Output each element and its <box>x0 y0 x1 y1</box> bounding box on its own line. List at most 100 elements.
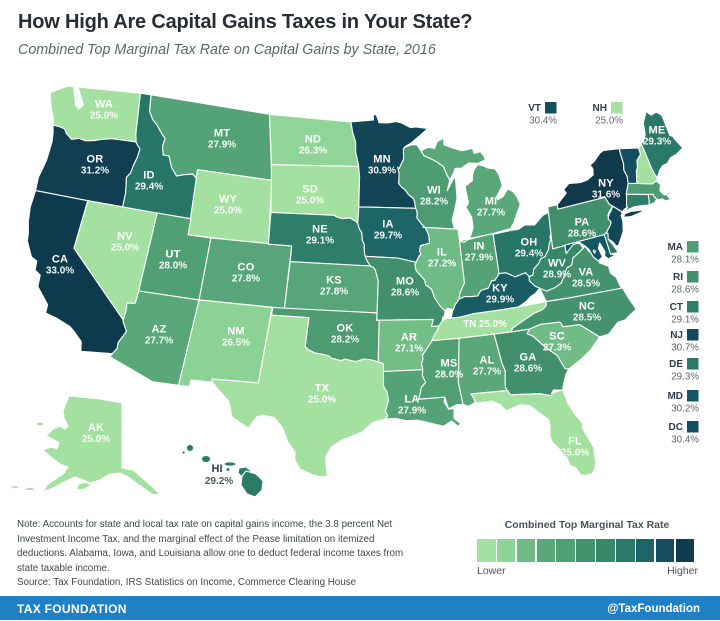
svg-text:31.2%: 31.2% <box>81 166 109 177</box>
svg-text:MI: MI <box>485 196 498 208</box>
svg-text:WY: WY <box>219 194 238 206</box>
svg-text:29.1%: 29.1% <box>306 236 334 247</box>
svg-text:MN: MN <box>373 154 391 166</box>
svg-text:NE: NE <box>312 224 328 236</box>
svg-text:IN: IN <box>473 241 484 253</box>
svg-text:29.7%: 29.7% <box>374 231 402 242</box>
svg-text:NV: NV <box>117 231 133 243</box>
svg-text:CA: CA <box>52 254 68 266</box>
svg-text:OR: OR <box>87 154 104 166</box>
svg-text:25.0%: 25.0% <box>214 206 242 217</box>
svg-text:LA: LA <box>404 394 419 406</box>
svg-text:28.9%: 28.9% <box>543 270 571 281</box>
svg-text:29.1%: 29.1% <box>671 315 699 326</box>
svg-text:VT: VT <box>528 103 541 114</box>
svg-text:26.5%: 26.5% <box>222 338 250 349</box>
svg-text:31.6%: 31.6% <box>592 190 620 201</box>
svg-text:WI: WI <box>427 185 441 197</box>
svg-text:28.5%: 28.5% <box>572 279 600 290</box>
svg-text:28.2%: 28.2% <box>420 197 448 208</box>
svg-text:NY: NY <box>598 178 614 190</box>
svg-text:ME: ME <box>649 125 666 137</box>
svg-text:SD: SD <box>302 184 318 196</box>
svg-text:CT: CT <box>670 302 683 313</box>
svg-text:MD: MD <box>667 391 683 402</box>
svg-text:IL: IL <box>437 247 447 259</box>
svg-text:WA: WA <box>95 99 113 111</box>
svg-text:27.9%: 27.9% <box>398 406 426 417</box>
svg-text:27.7%: 27.7% <box>477 208 505 219</box>
svg-text:29.3%: 29.3% <box>671 372 699 383</box>
svg-text:KY: KY <box>492 283 508 295</box>
svg-text:PA: PA <box>575 217 590 229</box>
svg-text:27.1%: 27.1% <box>395 344 423 355</box>
svg-text:NM: NM <box>227 326 245 338</box>
svg-text:28.5%: 28.5% <box>573 313 601 324</box>
svg-text:33.0%: 33.0% <box>46 266 74 277</box>
svg-text:ND: ND <box>305 134 321 146</box>
svg-text:27.8%: 27.8% <box>232 274 260 285</box>
svg-text:VA: VA <box>579 267 594 279</box>
svg-text:30.9%: 30.9% <box>368 166 396 177</box>
svg-text:25.0%: 25.0% <box>561 448 589 459</box>
svg-text:27.7%: 27.7% <box>473 367 501 378</box>
svg-text:IA: IA <box>382 219 393 231</box>
svg-text:DC: DC <box>669 422 683 433</box>
svg-text:28.0%: 28.0% <box>159 261 187 272</box>
svg-text:HI: HI <box>212 463 223 475</box>
svg-text:NH: NH <box>593 103 607 114</box>
svg-text:30.2%: 30.2% <box>671 404 699 415</box>
svg-text:27.2%: 27.2% <box>428 259 456 270</box>
svg-text:25.0%: 25.0% <box>595 116 623 127</box>
svg-text:RI: RI <box>673 272 683 283</box>
svg-text:SC: SC <box>549 331 565 343</box>
svg-text:27.9%: 27.9% <box>465 253 493 264</box>
svg-text:28.6%: 28.6% <box>671 285 699 296</box>
svg-text:AL: AL <box>479 355 494 367</box>
svg-text:29.4%: 29.4% <box>515 249 543 260</box>
svg-text:TN 25.0%: TN 25.0% <box>463 319 507 330</box>
svg-text:NC: NC <box>579 301 595 313</box>
svg-text:GA: GA <box>520 352 537 364</box>
svg-text:MS: MS <box>441 358 458 370</box>
svg-text:CO: CO <box>238 262 255 274</box>
svg-text:OH: OH <box>521 237 538 249</box>
svg-text:28.6%: 28.6% <box>568 229 596 240</box>
svg-text:29.2%: 29.2% <box>205 476 233 487</box>
svg-text:30.4%: 30.4% <box>671 435 699 446</box>
svg-text:NJ: NJ <box>670 330 683 341</box>
svg-text:29.3%: 29.3% <box>643 137 671 148</box>
svg-text:28.6%: 28.6% <box>391 288 419 299</box>
svg-text:25.0%: 25.0% <box>82 434 110 445</box>
svg-text:30.7%: 30.7% <box>671 343 699 354</box>
svg-text:KS: KS <box>326 275 342 287</box>
svg-text:27.8%: 27.8% <box>320 287 348 298</box>
svg-text:28.1%: 28.1% <box>671 255 699 266</box>
svg-text:29.9%: 29.9% <box>486 295 514 306</box>
svg-text:UT: UT <box>165 249 180 261</box>
svg-text:27.9%: 27.9% <box>208 140 236 151</box>
svg-text:27.7%: 27.7% <box>145 336 173 347</box>
svg-text:FL: FL <box>568 436 582 448</box>
svg-text:MO: MO <box>396 276 414 288</box>
svg-text:TX: TX <box>315 383 330 395</box>
svg-text:27.3%: 27.3% <box>543 343 571 354</box>
svg-text:28.6%: 28.6% <box>514 364 542 375</box>
svg-text:30.4%: 30.4% <box>529 116 557 127</box>
svg-text:MA: MA <box>667 242 683 253</box>
svg-text:25.0%: 25.0% <box>296 196 324 207</box>
svg-text:ID: ID <box>143 170 154 182</box>
svg-text:OK: OK <box>337 323 354 335</box>
svg-text:AK: AK <box>88 422 104 434</box>
svg-text:25.0%: 25.0% <box>111 243 139 254</box>
svg-text:AR: AR <box>401 332 417 344</box>
svg-text:29.4%: 29.4% <box>135 182 163 193</box>
svg-text:28.0%: 28.0% <box>435 370 463 381</box>
svg-text:25.0%: 25.0% <box>308 395 336 406</box>
svg-text:25.0%: 25.0% <box>90 111 118 122</box>
svg-text:WV: WV <box>548 258 567 270</box>
svg-text:AZ: AZ <box>151 324 166 336</box>
svg-text:DE: DE <box>669 359 683 370</box>
svg-text:MT: MT <box>214 128 230 140</box>
svg-text:28.2%: 28.2% <box>331 335 359 346</box>
